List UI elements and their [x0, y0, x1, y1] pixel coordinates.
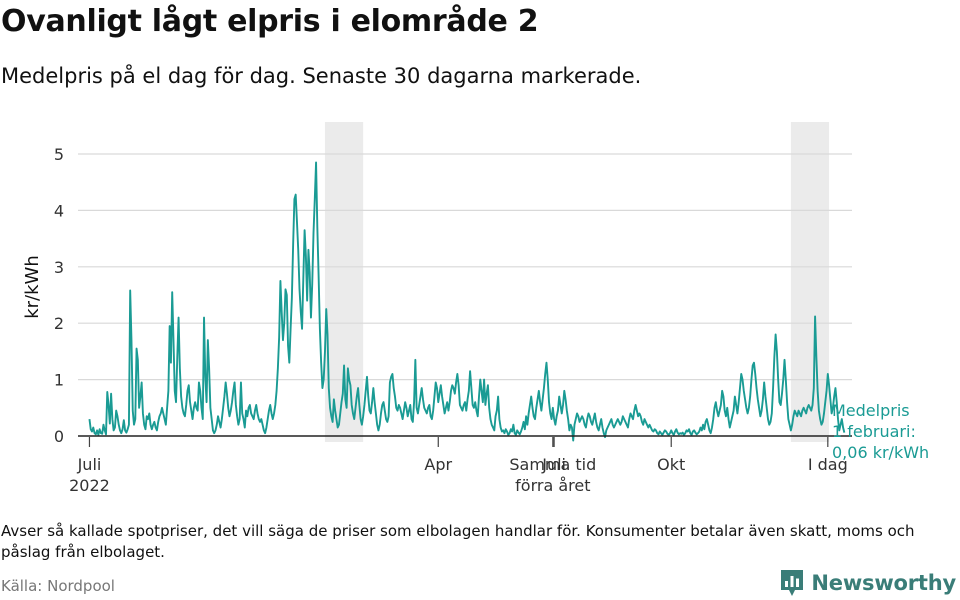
- x-tick-label: Juli: [541, 455, 566, 474]
- x-tick-labels: Juli 2022 Samma tid förra året Apr Juli Okt I d…: [69, 437, 848, 495]
- x-tick-label: 2022: [69, 476, 110, 495]
- footnote: Avser så kallade spotpriser, det vill sä…: [1, 522, 915, 561]
- x-tick-label: Okt: [657, 455, 685, 474]
- annotation-line: 0,06 kr/kWh: [832, 443, 929, 462]
- y-tick-label: 1: [54, 371, 64, 390]
- x-tick-label: Juli: [77, 455, 102, 474]
- source-credit: Källa: Nordpool: [1, 577, 115, 595]
- brand-logo: Newsworthy: [779, 568, 956, 598]
- latest-value-annotation: Medelpris 1 februari: 0,06 kr/kWh: [832, 401, 929, 462]
- highlight-window-1: [790, 122, 830, 442]
- annotation-line: Medelpris: [832, 401, 910, 420]
- y-tick-label: 2: [54, 314, 64, 333]
- x-tick-label: Apr: [424, 455, 452, 474]
- y-tick-label: 0: [54, 427, 64, 446]
- y-tick-label: 4: [54, 201, 64, 220]
- brand-name: Newsworthy: [811, 571, 956, 595]
- chart-subtitle: Medelpris på el dag för dag. Senaste 30 …: [1, 64, 642, 88]
- highlight-windows: [324, 122, 830, 442]
- gridlines: [78, 153, 852, 381]
- x-tick-label: förra året: [515, 476, 590, 495]
- y-tick-labels: 0 1 2 3 4 5: [54, 145, 64, 446]
- series-line-medelpris: [88, 161, 846, 442]
- chart-title: Ovanligt lågt elpris i elområde 2: [1, 4, 539, 39]
- x-tick-label: I dag: [808, 455, 848, 474]
- annotation-line: 1 februari:: [832, 422, 916, 441]
- x-tick-label: Samma tid: [509, 455, 596, 474]
- y-tick-label: 5: [54, 145, 64, 164]
- y-axis-title: kr/kWh: [22, 255, 43, 319]
- newsworthy-logo-icon: [781, 570, 804, 596]
- y-tick-label: 3: [54, 258, 64, 277]
